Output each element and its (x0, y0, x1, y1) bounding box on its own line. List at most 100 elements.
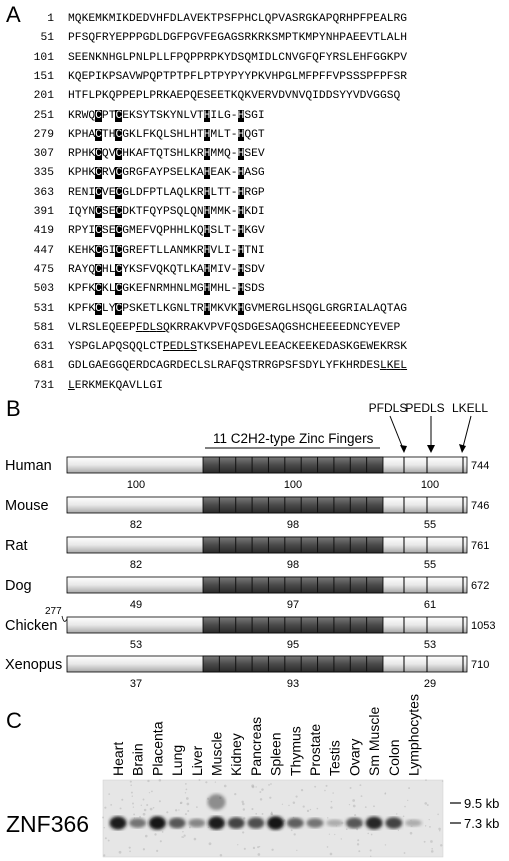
identity-c-term: 55 (424, 519, 436, 531)
protein-length: 710 (471, 659, 489, 671)
identity-c-term: 53 (424, 639, 436, 651)
tissue-label: Testis (327, 740, 343, 776)
blot-speckle (156, 849, 159, 852)
blot-speckle (431, 848, 433, 850)
sequence-line: 51 PFSQFRYEPPPGDLDGFPGVFEGAGSRKRKSMPTKMPY… (10, 31, 407, 45)
blot-speckle (184, 813, 187, 816)
blot-speckle (142, 812, 146, 816)
blot-speckle (258, 845, 261, 848)
blot-speckle (349, 786, 352, 789)
blot-speckle (185, 788, 188, 791)
sequence-residues: YSPGLAPQSQQLCTPEDLSTKSEHAPEVLEEACKEEKEDA… (68, 341, 408, 354)
sequence-position: 391 (33, 206, 54, 218)
blot-speckle (384, 844, 387, 846)
sequence-line: 251 KRWQCPTCEKSYTSKYNLVTHILG-HSGI (10, 109, 265, 123)
identity-zinc-fingers: 95 (287, 639, 299, 651)
tissue-label: Brain (130, 743, 146, 776)
blot-speckle (430, 840, 433, 843)
blot-speckle (403, 852, 406, 854)
blot-speckle (182, 836, 185, 838)
tissue-label: Pancreas (248, 717, 264, 776)
blot-speckle (292, 801, 296, 804)
sequence-line: 419 RPYICSECGMEFVQPHHLKQHSLT-HKGV (10, 224, 265, 238)
blot-speckle (306, 809, 310, 813)
sequence-residues: MQKEMKMIKDEDVHFDLAVEKTPSFPHCLQPVASRGKAPQ… (68, 13, 408, 25)
zinc-finger-region (202, 496, 384, 514)
blot-speckle (151, 790, 153, 793)
blot-speckle (161, 831, 164, 833)
sequence-residues: KPFKCKLCGKEFNRMHNLMGHMHL-HSDS (68, 283, 265, 296)
blot-speckle (214, 781, 217, 783)
blot-speckle (223, 784, 227, 788)
blot-speckle (290, 829, 293, 832)
blot-speckle (148, 792, 151, 794)
blot-speckle (144, 834, 148, 838)
blot-speckle (184, 792, 187, 794)
blot-speckle (234, 793, 237, 796)
blot-speckle (348, 804, 351, 806)
species-name: Xenopus (5, 657, 62, 673)
blot-speckle (270, 783, 272, 785)
blot-speckle (140, 804, 142, 806)
blot-speckle (108, 793, 111, 795)
tissue-label: Colon (386, 739, 402, 776)
blot-speckle (183, 834, 186, 837)
tissue-label: Muscle (209, 731, 225, 776)
zinc-finger-label: 11 C2H2-type Zinc Fingers (213, 431, 374, 446)
blot-speckle (314, 785, 317, 788)
blot-speckle (281, 803, 284, 805)
blot-speckle (329, 852, 333, 856)
blot-speckle (429, 826, 431, 828)
blot-speckle (243, 847, 246, 850)
blot-speckle (255, 813, 258, 815)
blot-speckle (146, 804, 149, 807)
sequence-residues: RPHKCQVCHKAFTQTSHLKRHMMQ-HSEV (68, 148, 265, 161)
blot-speckle (409, 831, 413, 835)
blot-speckle (158, 778, 162, 782)
blot-speckle (271, 848, 274, 851)
blot-speckle (268, 784, 270, 786)
blot-speckle (243, 817, 246, 820)
sequence-residues: RENICVECGLDFPTLAQLKRHLTT-HRGP (68, 186, 265, 199)
blot-speckle (359, 784, 362, 787)
blot-speckle (251, 808, 254, 811)
sequence-line: 503 KPFKCKLCGKEFNRMHNLMGHMHL-HSDS (10, 282, 265, 296)
identity-n-term: 49 (130, 599, 142, 611)
blot-speckle (152, 806, 155, 809)
blot-speckle (131, 795, 133, 797)
blot-speckle (439, 830, 441, 832)
blot-speckle (133, 813, 136, 816)
blot-band (405, 819, 422, 827)
blot-speckle (358, 850, 361, 853)
blot-band (227, 817, 245, 829)
blot-speckle (118, 850, 122, 854)
sequence-position: 101 (33, 51, 54, 64)
blot-speckle (300, 788, 304, 792)
blot-speckle (102, 816, 105, 819)
motif-arrow (461, 415, 472, 452)
sequence-position: 251 (33, 109, 54, 122)
sequence-line: 531 KPFKCLYCPSKETLKGNLTRHMKVKHGVMERGLHSQG… (10, 302, 407, 316)
sequence-residues: RPYICSECGMEFVQPHHLKQHSLT-HKGV (68, 225, 265, 238)
blot-speckle (104, 806, 107, 809)
identity-n-term: 82 (130, 559, 142, 571)
sequence-line: 335 KPHKCRVCGRGFAYPSELKAHEAK-HASG (10, 166, 265, 180)
blot-speckle (186, 802, 190, 806)
sequence-position: 335 (33, 167, 54, 180)
blot-band (188, 818, 206, 828)
sequence-position: 581 (33, 321, 54, 334)
blot-speckle (139, 815, 142, 818)
blot-speckle (430, 850, 434, 853)
zinc-finger-region (202, 536, 384, 554)
blot-speckle (237, 844, 239, 846)
blot-speckle (147, 779, 150, 783)
blot-speckle (325, 784, 328, 787)
identity-zinc-fingers: 97 (287, 599, 299, 611)
blot-speckle (402, 815, 405, 818)
blot-speckle (424, 825, 427, 827)
tissue-label: Sm Muscle (366, 707, 382, 776)
sequence-position: 503 (33, 283, 54, 296)
blot-speckle (242, 802, 245, 806)
blot-band (148, 816, 166, 830)
blot-speckle (133, 817, 136, 819)
